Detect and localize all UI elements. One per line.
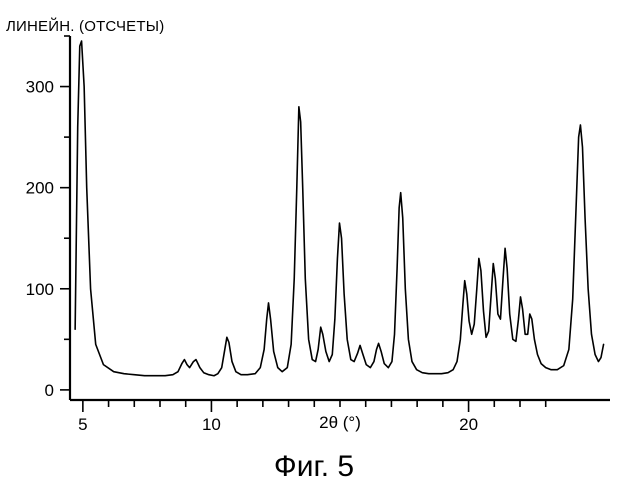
y-tick-label: 100 <box>26 280 54 299</box>
xrd-trace <box>75 41 603 376</box>
x-tick-label: 5 <box>78 415 87 434</box>
xrd-chart: 0 100 200 300 5 10 20 2θ (°) <box>0 0 628 500</box>
y-tick-label: 0 <box>45 381 54 400</box>
figure-caption: Фиг. 5 <box>0 450 628 484</box>
y-tick-label: 300 <box>26 78 54 97</box>
figure-container: ЛИНЕЙН. (ОТСЧЕТЫ) 0100200300510202θ (°) … <box>0 0 628 500</box>
x-tick-label: 10 <box>202 415 221 434</box>
y-tick-label: 200 <box>26 179 54 198</box>
x-tick-label: 20 <box>459 415 478 434</box>
x-axis-label: 2θ (°) <box>319 413 361 432</box>
